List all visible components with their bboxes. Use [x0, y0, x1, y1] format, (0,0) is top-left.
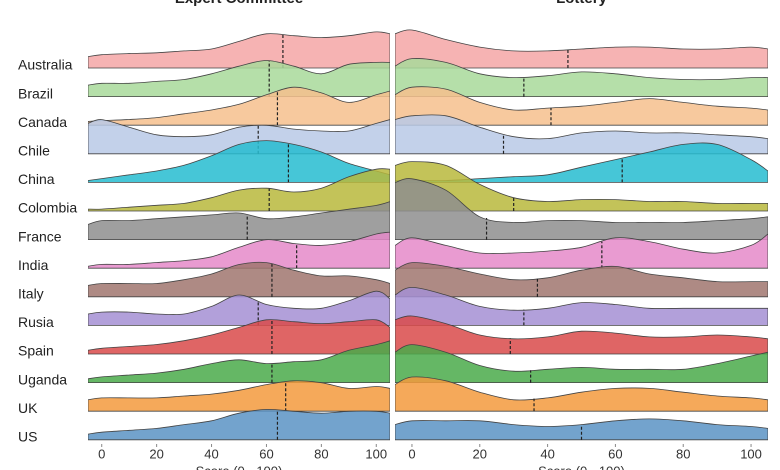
category-label: Rusia [18, 314, 54, 330]
ridge [88, 31, 390, 69]
ridge [88, 380, 390, 412]
x-tick-label: 80 [314, 446, 328, 461]
category-label: Chile [18, 143, 50, 159]
panel [395, 29, 768, 441]
ridge [395, 58, 768, 97]
ridge [88, 60, 390, 97]
ridge [395, 86, 768, 126]
category-label: Brazil [18, 85, 53, 101]
ridge [88, 319, 390, 355]
x-tick-label: 100 [365, 446, 387, 461]
category-label: Colombia [18, 200, 77, 216]
ridge [88, 231, 390, 269]
category-label: US [18, 429, 37, 445]
panel-title: Expert Committee [175, 0, 303, 7]
ridge [395, 233, 768, 269]
category-label: Uganda [18, 371, 67, 387]
x-tick-label: 60 [259, 446, 273, 461]
ridge [88, 168, 390, 212]
ridge [88, 408, 390, 441]
x-tick-label: 0 [98, 446, 105, 461]
ridge [88, 261, 390, 298]
x-tick-label: 20 [473, 446, 487, 461]
x-tick-label: 40 [540, 446, 554, 461]
ridge [88, 119, 390, 155]
ridge [395, 161, 768, 212]
category-label: UK [18, 400, 38, 416]
category-label: Canada [18, 114, 67, 130]
panel-title: Lottery [556, 0, 607, 7]
ridge [395, 178, 768, 240]
x-tick-label: 40 [204, 446, 218, 461]
category-label: China [18, 171, 55, 187]
x-tick-label: 80 [676, 446, 690, 461]
category-label: Australia [18, 57, 73, 73]
ridge [395, 262, 768, 298]
x-tick-label: 20 [149, 446, 163, 461]
category-label: France [18, 228, 62, 244]
panel [88, 31, 390, 441]
ridge [88, 140, 390, 183]
x-axis-label: Score (0 - 100) [196, 463, 283, 470]
ridge [88, 340, 390, 383]
x-tick-label: 0 [408, 446, 415, 461]
ridge [395, 286, 768, 326]
ridge [395, 344, 768, 383]
ridge [395, 376, 768, 412]
category-label: Spain [18, 343, 54, 359]
ridge [395, 29, 768, 69]
ridge [88, 86, 390, 126]
category-label: Italy [18, 286, 44, 302]
ridge [88, 290, 390, 326]
x-axis-label: Score (0 - 100) [538, 463, 625, 470]
ridge [395, 114, 768, 155]
category-label: India [18, 257, 49, 273]
ridge [88, 201, 390, 240]
x-tick-label: 100 [740, 446, 762, 461]
x-tick-label: 60 [608, 446, 622, 461]
ridge [395, 315, 768, 355]
